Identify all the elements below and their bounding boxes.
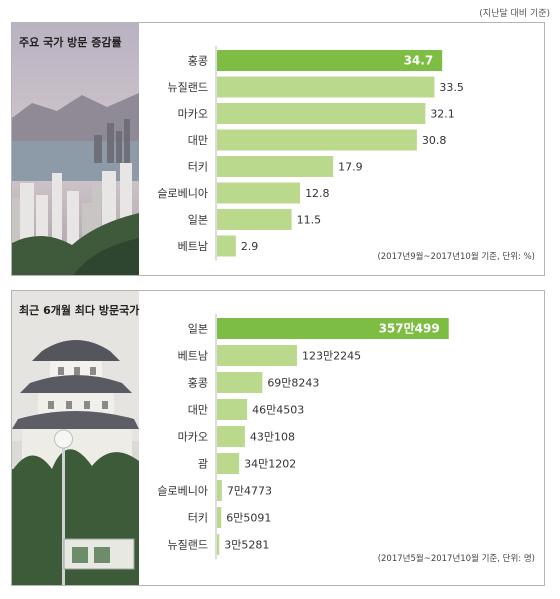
category-label: 뉴질랜드 [168,539,208,552]
category-label: 홍콩 [188,376,208,390]
growth-chart-svg: (2017년9월~2017년10월 기준, 단위: %) 홍콩 34.7 뉴질랜드 3… [157,46,535,262]
category-label: 일본 [188,213,208,227]
value-label: 3만5281 [224,539,269,552]
bar-7 [217,235,236,257]
category-label: 뉴질랜드 [168,81,208,94]
chart-title: 최근 6개월 최다 방문국가 [19,304,140,317]
value-label: 17.9 [338,161,363,174]
category-label: 슬로베니아 [157,187,208,200]
value-label: 33.5 [439,81,464,94]
growth-bar-chart: (2017년9월~2017년10월 기준, 단위: %) 홍콩 34.7 뉴질랜드 3… [139,23,544,275]
value-label: 32.1 [430,108,455,121]
bar-3 [217,129,417,151]
value-label: 12.8 [305,187,330,200]
bar-5 [217,182,301,204]
bar-5 [217,453,240,474]
value-label: 34.7 [404,54,434,68]
bar-7 [217,507,222,528]
value-label: 30.8 [422,134,447,147]
value-label: 11.5 [297,214,322,227]
page-note: (지난달 대비 기준) [479,9,550,19]
bar-8 [217,534,220,555]
value-label: 7만4773 [227,485,272,498]
bar-6 [217,480,222,501]
chart-title: 주요 국가 방문 증감률 [19,36,122,49]
value-label: 43만108 [250,431,295,444]
visitors-chart-svg: (2017년5월~2017년10월 기준, 단위: 명) 일본 357만499 베트… [157,314,535,564]
bar-4 [217,426,245,447]
chart-note: (2017년5월~2017년10월 기준, 단위: 명) [378,553,535,564]
value-label: 6만5091 [226,512,271,525]
bar-2 [217,103,426,124]
bar-3 [217,399,248,420]
category-label: 베트남 [178,240,208,253]
japanese-castle-photo [12,291,139,585]
category-label: 괌 [198,458,208,471]
category-label: 베트남 [178,350,208,363]
bar-0 [217,50,443,71]
value-label: 34만1202 [244,458,296,471]
chart-panel-growth: 주요 국가 방문 증감률 (2017년9월~2017년10월 기준, 단위: %… [11,22,545,276]
value-label: 2.9 [241,240,259,253]
value-label: 123만2245 [302,350,361,363]
category-label: 터키 [188,512,208,525]
hongkong-photo [12,23,139,275]
visitors-bar-chart: (2017년5월~2017년10월 기준, 단위: 명) 일본 357만499 베트… [139,291,544,585]
bar-1 [217,345,297,366]
category-label: 일본 [188,322,208,336]
bar-4 [217,156,334,177]
bar-0 [217,318,449,339]
bar-2 [217,372,263,393]
chart-note: (2017년9월~2017년10월 기준, 단위: %) [377,251,535,262]
value-label: 69만8243 [267,377,319,390]
chart-panel-visitors: 최근 6개월 최다 방문국가 (2017년5월~2017년10월 기준, 단위:… [11,290,545,586]
category-label: 대만 [188,134,208,147]
category-label: 홍콩 [188,54,208,68]
value-label: 46만4503 [252,404,304,417]
bar-1 [217,76,435,98]
bar-6 [217,209,292,230]
category-label: 마카오 [178,431,208,444]
category-label: 슬로베니아 [157,485,208,498]
value-label: 357만499 [379,321,440,336]
category-label: 터키 [188,161,208,174]
category-label: 대만 [188,404,208,417]
category-label: 마카오 [178,108,208,121]
